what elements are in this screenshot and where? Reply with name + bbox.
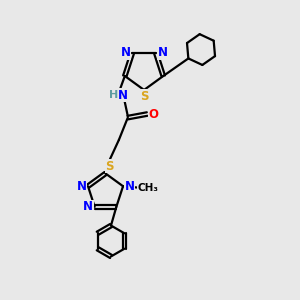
Text: N: N	[124, 180, 135, 193]
Text: H: H	[109, 90, 119, 100]
Text: O: O	[149, 107, 159, 121]
Text: S: S	[140, 90, 149, 103]
Text: CH₃: CH₃	[137, 183, 158, 193]
Text: N: N	[158, 46, 167, 59]
Text: N: N	[76, 180, 86, 193]
Text: N: N	[118, 89, 128, 102]
Text: N: N	[121, 46, 130, 59]
Text: S: S	[105, 160, 114, 172]
Text: N: N	[83, 200, 93, 213]
